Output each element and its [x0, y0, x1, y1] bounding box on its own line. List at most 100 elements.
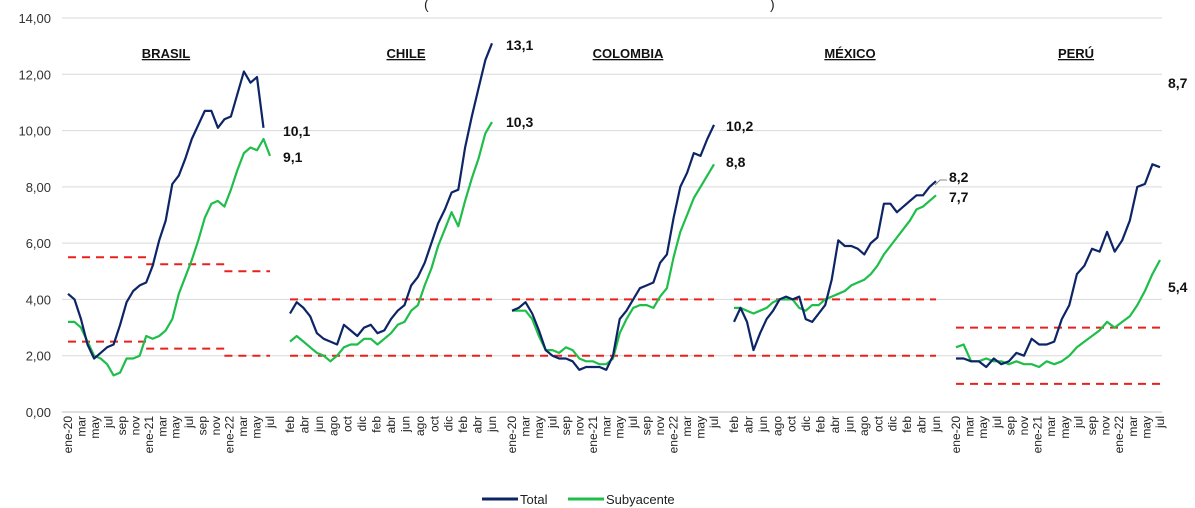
x-tick-label: mar: [963, 416, 977, 437]
x-tick-label: ene-20: [61, 416, 75, 454]
y-tick-label: 12,00: [18, 67, 51, 82]
y-axis: 0,00 2,00 4,00 6,00 8,00 10,00 12,00 14,00: [18, 11, 51, 420]
x-tick-label: ene-20: [949, 416, 963, 454]
y-tick-label: 4,00: [26, 292, 51, 307]
end-label-total: 10,2: [726, 118, 753, 134]
x-tick-label: mar: [236, 416, 250, 437]
x-tick-label: sep: [559, 416, 573, 436]
x-tick-label: dic: [886, 416, 900, 431]
x-tick-label: may: [532, 416, 546, 439]
x-tick-label: may: [613, 416, 627, 439]
x-tick-label: oct: [341, 415, 355, 432]
series-line-subyacente: [289, 121, 493, 363]
x-tick-label: may: [1139, 416, 1153, 439]
x-tick-label: nov: [1099, 416, 1113, 435]
x-tick-label: sep: [115, 416, 129, 436]
panel-title: CHILE: [387, 46, 426, 61]
x-tick-label: may: [169, 416, 183, 439]
x-tick-label: ene-22: [223, 416, 237, 454]
panel-title: COLOMBIA: [593, 46, 664, 61]
x-tick-label: sep: [1085, 416, 1099, 436]
x-tick-label: abr: [741, 416, 755, 433]
x-tick-label: jul: [101, 416, 115, 429]
x-tick-label: sep: [640, 416, 654, 436]
x-tick-label: ene-21: [1031, 416, 1045, 454]
x-tick-label: jul: [263, 416, 277, 429]
x-tick-label: nov: [653, 416, 667, 435]
y-tick-label: 0,00: [26, 405, 51, 420]
x-tick-label: ene-21: [142, 416, 156, 454]
x-tick-label: mar: [680, 416, 694, 437]
x-tick-label: jul: [990, 416, 1004, 429]
x-tick-label: mar: [75, 416, 89, 437]
x-tick-label: dic: [799, 416, 813, 431]
x-tick-label: jun: [842, 416, 856, 433]
y-tick-label: 6,00: [26, 236, 51, 251]
x-tick-label: nov: [209, 416, 223, 435]
y-tick-label: 8,00: [26, 180, 51, 195]
x-tick-label: jun: [756, 416, 770, 433]
series-line-total: [511, 124, 715, 371]
end-label-subyacente: 9,1: [283, 149, 303, 165]
x-tick-label: may: [976, 416, 990, 439]
x-tick-label: nov: [1017, 416, 1031, 435]
x-tick-label: jun: [929, 416, 943, 433]
x-tick-label: jul: [1153, 416, 1167, 429]
x-tick-label: nov: [128, 416, 142, 435]
series-line-total: [289, 42, 494, 346]
series-line-subyacente: [734, 194, 937, 315]
x-tick-label: mar: [1044, 416, 1058, 437]
x-tick-label: feb: [283, 416, 297, 433]
end-label-subyacente: 5,4: [1168, 279, 1188, 295]
series-line-subyacente: [512, 163, 715, 366]
x-tick-label: abr: [384, 416, 398, 433]
end-label-leader: [934, 179, 947, 186]
legend: Total Subyacente: [482, 492, 675, 507]
series-lines: [67, 42, 1161, 377]
x-tick-label: ago: [413, 416, 427, 436]
legend-label-subyacente: Subyacente: [606, 492, 675, 507]
x-tick-label: may: [88, 416, 102, 439]
panel-title: MÉXICO: [824, 46, 875, 61]
x-tick-label: ago: [326, 416, 340, 436]
end-label-total: 13,1: [506, 37, 533, 53]
x-tick-label: mar: [1126, 416, 1140, 437]
x-tick-label: may: [1058, 416, 1072, 439]
x-tick-label: dic: [355, 416, 369, 431]
x-tick-label: feb: [900, 416, 914, 433]
panel-labels: BRASIL 10,1 9,1 CHILE 13,1 10,3 COLOMBIA 10,2 8,…: [142, 37, 1188, 295]
x-tick-label: jun: [485, 416, 499, 433]
end-label-subyacente: 7,7: [949, 189, 969, 205]
x-tick-label: ene-21: [586, 416, 600, 454]
x-tick-label: ago: [770, 416, 784, 436]
x-tick-label: feb: [370, 416, 384, 433]
x-tick-label: abr: [828, 416, 842, 433]
x-tick-label: ene-20: [505, 416, 519, 454]
x-tick-label: feb: [727, 416, 741, 433]
panel-title: BRASIL: [142, 46, 190, 61]
panel-title: PERÚ: [1058, 46, 1094, 61]
chart-title-fragment-right: ): [770, 0, 775, 12]
x-tick-label: jul: [182, 416, 196, 429]
x-tick-label: mar: [155, 416, 169, 437]
x-tick-label: feb: [456, 416, 470, 433]
x-tick-label: jul: [626, 416, 640, 429]
x-tick-label: may: [250, 416, 264, 439]
y-tick-label: 14,00: [18, 11, 51, 26]
chart-title-fragment-left: (: [424, 0, 429, 12]
x-tick-label: ene-22: [667, 416, 681, 454]
x-tick-label: feb: [814, 416, 828, 433]
x-tick-label: may: [694, 416, 708, 439]
x-tick-label: abr: [471, 416, 485, 433]
x-tick-label: oct: [871, 415, 885, 432]
x-tick-label: mar: [599, 416, 613, 437]
y-tick-label: 10,00: [18, 124, 51, 139]
x-tick-label: ene-22: [1112, 416, 1126, 454]
series-line-total: [733, 180, 937, 352]
x-tick-label: mar: [519, 416, 533, 437]
x-tick-label: sep: [196, 416, 210, 436]
x-tick-label: jun: [398, 416, 412, 433]
x-tick-label: abr: [297, 416, 311, 433]
x-axis: ene-20 mar may jul sep nov ene-21 mar may jul sep n…: [61, 415, 1167, 453]
